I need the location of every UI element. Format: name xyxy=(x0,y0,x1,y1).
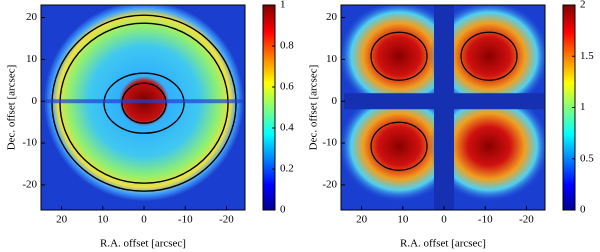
image-panel xyxy=(341,5,545,210)
plot-frame xyxy=(340,4,546,211)
x-tick-label: -10 xyxy=(178,214,193,226)
contour xyxy=(370,31,428,81)
y-tick-label: -10 xyxy=(22,137,37,149)
contour xyxy=(370,121,428,171)
y-axis-label: Dec. offset [arcsec] xyxy=(6,65,18,151)
x-tick-label: 0 xyxy=(141,214,147,226)
y-tick-label: 10 xyxy=(26,53,38,65)
x-tick-label: 10 xyxy=(397,214,409,226)
colorbar xyxy=(262,4,276,211)
stripe xyxy=(44,99,245,104)
y-tick-label: -20 xyxy=(322,178,337,190)
colorbar-tick-label: 0.2 xyxy=(280,163,294,175)
x-tick-label: 20 xyxy=(356,214,368,226)
x-axis-label: R.A. offset [arcsec] xyxy=(400,238,486,250)
image-panel xyxy=(41,5,245,210)
x-tick-label: -10 xyxy=(478,214,493,226)
colorbar-tick-label: 0.5 xyxy=(580,152,594,164)
colorbar-tick-label: 0 xyxy=(280,204,286,216)
y-tick-label: 20 xyxy=(26,11,38,23)
x-tick-label: 20 xyxy=(56,214,68,226)
lobe xyxy=(429,91,545,202)
lobe xyxy=(341,91,460,202)
y-tick-label: 0 xyxy=(32,95,38,107)
band xyxy=(434,5,455,210)
x-axis-label: R.A. offset [arcsec] xyxy=(100,238,186,250)
x-tick-label: -20 xyxy=(219,214,234,226)
y-tick-label: -20 xyxy=(22,178,37,190)
x-tick-label: 10 xyxy=(97,214,109,226)
colorbar-tick-label: 0 xyxy=(580,204,586,216)
colorbar-tick-label: 1 xyxy=(580,101,586,113)
x-tick-label: -20 xyxy=(519,214,534,226)
colorbar-tick-label: 1.5 xyxy=(580,50,594,62)
colorbar-tick-label: 2 xyxy=(580,0,586,11)
plot-frame xyxy=(40,4,246,211)
colorbar-tick-label: 0.4 xyxy=(280,122,294,134)
y-tick-label: 10 xyxy=(326,53,338,65)
contour xyxy=(460,31,518,81)
colorbar-tick-label: 0.6 xyxy=(280,81,294,93)
y-axis-label: Dec. offset [arcsec] xyxy=(308,65,320,151)
colorbar-tick-label: 1 xyxy=(280,0,286,11)
lobe xyxy=(341,5,460,112)
y-tick-label: 20 xyxy=(326,11,338,23)
lobe xyxy=(429,5,545,112)
colorbar-tick-label: 0.8 xyxy=(280,40,294,52)
y-tick-label: 0 xyxy=(332,95,338,107)
x-tick-label: 0 xyxy=(441,214,447,226)
y-tick-label: -10 xyxy=(322,137,337,149)
